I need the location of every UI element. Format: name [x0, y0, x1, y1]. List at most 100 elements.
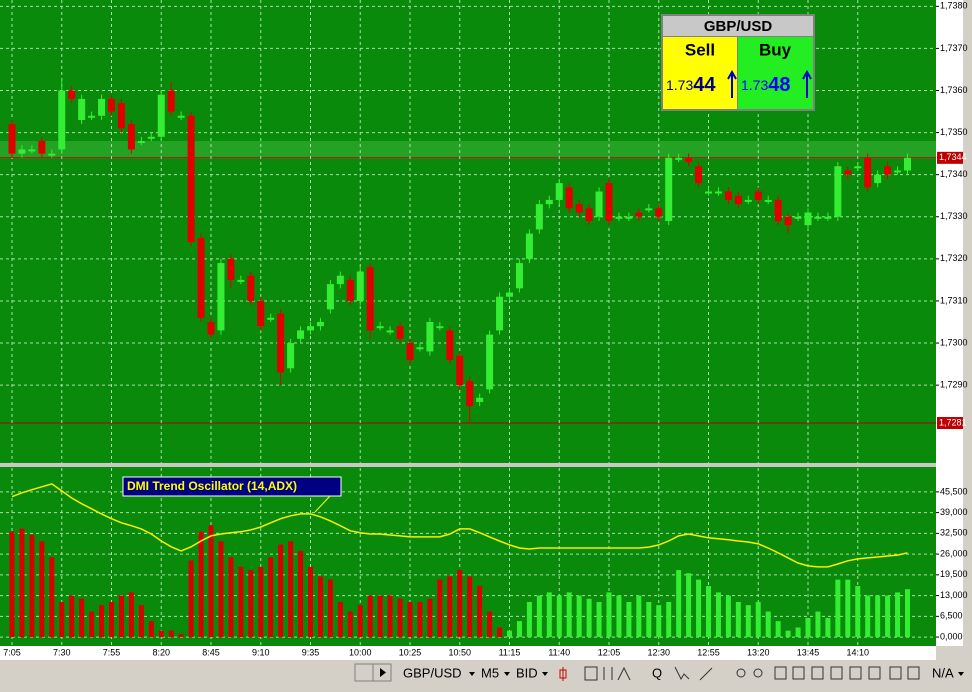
indicator-label-pointer — [314, 495, 331, 513]
histogram-bar — [795, 627, 801, 638]
candle-body — [88, 115, 96, 118]
y-tick-label: 1,7320 — [940, 253, 968, 263]
candle-body — [685, 157, 693, 163]
icon[interactable] — [603, 667, 613, 680]
y-tick-label: 1,7380 — [940, 1, 968, 11]
x-tick-label: 10:25 — [399, 647, 422, 657]
y-tick-label: 1,7350 — [940, 127, 968, 137]
y-tick-label: 1,7290 — [940, 380, 968, 390]
candle-body — [297, 330, 305, 339]
candle-body — [336, 275, 344, 285]
histogram-bar — [118, 595, 124, 638]
x-tick-label: 13:20 — [747, 647, 770, 657]
histogram-bar — [447, 576, 453, 638]
histogram-bar — [845, 579, 851, 638]
candle-body — [346, 279, 354, 301]
candle-body — [406, 343, 414, 360]
icon[interactable] — [617, 666, 631, 681]
buy-panel[interactable] — [738, 37, 813, 109]
candle-body — [197, 237, 205, 318]
candle-body — [605, 183, 613, 221]
toolbar-status[interactable]: N/A — [932, 665, 954, 680]
grid-icon[interactable] — [584, 666, 598, 681]
y-tick-label: 1,7330 — [940, 211, 968, 221]
histogram-bar — [696, 579, 702, 638]
toolbar-timeframe[interactable]: M5 — [481, 665, 499, 680]
histogram-bar — [805, 617, 811, 638]
histogram-bar — [158, 630, 164, 638]
candle-body — [724, 191, 732, 200]
y-tick-label: 0,000 — [940, 631, 963, 641]
candle-body — [904, 157, 911, 171]
candle-body — [695, 166, 703, 184]
scroll-left[interactable] — [354, 663, 374, 682]
toolbar-symbol[interactable]: GBP/USD — [403, 665, 462, 680]
histogram-bar — [576, 595, 582, 638]
candle-body — [267, 317, 275, 320]
zoom-out-icon[interactable] — [753, 668, 763, 678]
candle-body — [356, 271, 364, 301]
zoom-in-icon[interactable] — [736, 668, 746, 678]
histogram-bar — [89, 611, 95, 638]
icon[interactable] — [792, 666, 805, 680]
histogram-bar — [178, 633, 184, 638]
histogram-bar — [855, 586, 861, 638]
y-tick-label: 26,000 — [940, 548, 968, 558]
candle-body — [386, 330, 394, 333]
icon[interactable] — [868, 666, 881, 680]
icon[interactable] — [907, 666, 920, 680]
histogram-bar — [487, 611, 493, 638]
histogram-bar — [616, 595, 622, 638]
histogram-bar — [467, 576, 473, 638]
quote-symbol: GBP/USD — [704, 18, 773, 35]
candle-body — [217, 263, 225, 331]
histogram-bar — [676, 570, 682, 638]
icon[interactable] — [889, 666, 902, 680]
histogram-bar — [427, 598, 433, 638]
x-tick-label: 13:45 — [797, 647, 820, 657]
candle-body — [635, 212, 643, 217]
histogram-bar — [646, 601, 652, 638]
cursor-icon[interactable] — [674, 666, 690, 681]
histogram-bar — [536, 595, 542, 638]
candle-icon[interactable] — [559, 667, 567, 681]
histogram-bar — [905, 589, 910, 638]
toolbar-price-type[interactable]: BID — [516, 665, 538, 680]
candle-body — [705, 191, 712, 194]
candle-body — [426, 321, 434, 352]
panel-separator — [0, 463, 936, 467]
candle-body — [734, 195, 742, 205]
candle-body — [615, 216, 623, 219]
candle-body — [864, 157, 872, 188]
dropdown-icon — [504, 672, 510, 676]
histogram-bar — [39, 541, 45, 638]
histogram-bar — [706, 586, 711, 638]
icon[interactable] — [849, 666, 862, 680]
candle-body — [326, 284, 334, 310]
x-tick-label: 7:30 — [53, 647, 71, 657]
histogram-bar — [298, 550, 304, 638]
line-icon[interactable] — [699, 667, 713, 681]
x-tick-label: 12:05 — [598, 647, 621, 657]
histogram-bar — [785, 630, 791, 638]
indicator-title: DMI Trend Oscillator (14,ADX) — [127, 479, 297, 493]
icon[interactable] — [774, 666, 787, 680]
icon[interactable] — [811, 666, 824, 680]
icon[interactable] — [830, 666, 843, 680]
toolbar-q[interactable]: Q — [652, 665, 662, 680]
candle-body — [177, 115, 185, 118]
value-axis — [936, 0, 963, 646]
candle-body — [844, 170, 852, 175]
histogram-bar — [765, 611, 771, 638]
histogram-bar — [586, 598, 592, 638]
histogram-bar — [715, 592, 721, 638]
candle-body — [287, 343, 295, 369]
candle-body — [854, 166, 862, 169]
candle-body — [137, 141, 145, 144]
histogram-bar — [288, 541, 294, 638]
price-tag — [937, 417, 963, 430]
candle-body — [545, 199, 553, 205]
sell-panel[interactable] — [663, 37, 737, 109]
price-tag-label: 1,7344 — [939, 152, 967, 162]
candle-body — [744, 199, 752, 202]
